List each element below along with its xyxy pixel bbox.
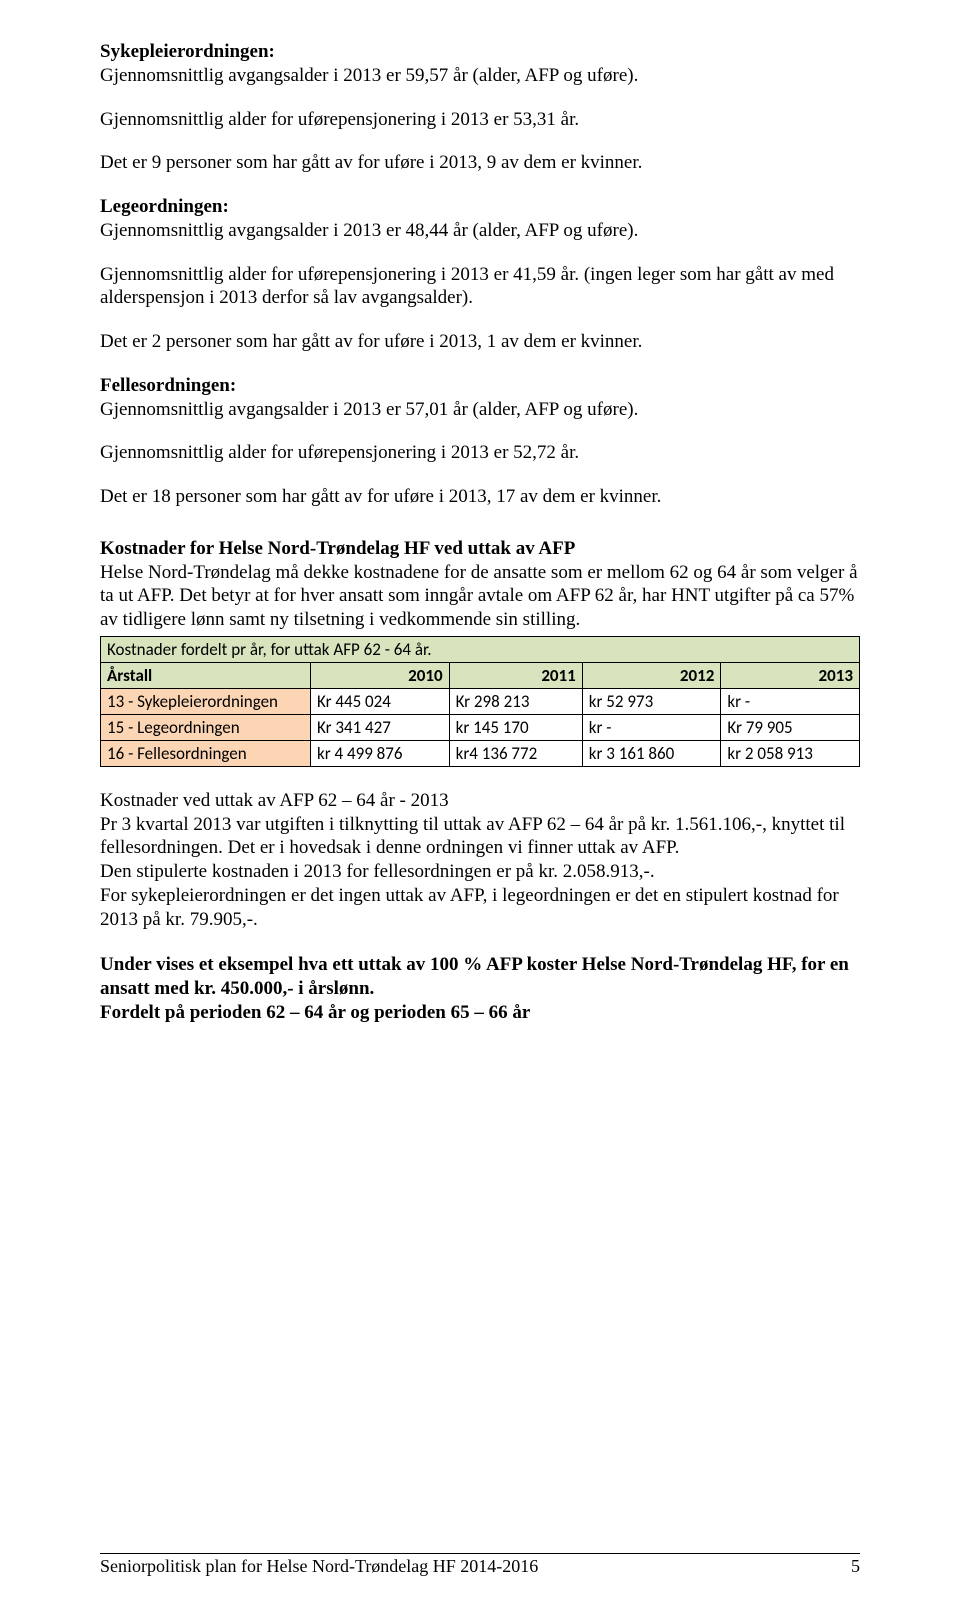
- data-cell: kr -: [582, 714, 721, 740]
- year-cell: 2012: [582, 662, 721, 688]
- text-para: Det er 2 personer som har gått av for uf…: [100, 330, 860, 354]
- table-row: 15 - Legeordningen Kr 341 427 kr 145 170…: [101, 714, 860, 740]
- example-line: Under vises et eksempel hva ett uttak av…: [100, 954, 849, 999]
- section-afp62: Kostnader ved uttak av AFP 62 – 64 år - …: [100, 789, 860, 932]
- text-line: Pr 3 kvartal 2013 var utgiften i tilknyt…: [100, 814, 845, 859]
- text-line: For sykepleierordningen er det ingen utt…: [100, 885, 839, 930]
- section-lege: Legeordningen: Gjennomsnittlig avgangsal…: [100, 195, 860, 243]
- heading-lege: Legeordningen:: [100, 196, 229, 217]
- text-line: Helse Nord-Trøndelag må dekke kostnadene…: [100, 562, 858, 631]
- document-page: Sykepleierordningen: Gjennomsnittlig avg…: [0, 0, 960, 1603]
- page-footer: Seniorpolitisk plan for Helse Nord-Trønd…: [100, 1553, 860, 1577]
- data-cell: kr 4 499 876: [311, 740, 450, 766]
- data-cell: Kr 79 905: [721, 714, 860, 740]
- data-cell: kr 52 973: [582, 688, 721, 714]
- year-cell: 2011: [449, 662, 582, 688]
- text-para: Gjennomsnittlig alder for uførepensjoner…: [100, 441, 860, 465]
- year-cell: 2013: [721, 662, 860, 688]
- table-row: 13 - Sykepleierordningen Kr 445 024 Kr 2…: [101, 688, 860, 714]
- section-sykepleier: Sykepleierordningen: Gjennomsnittlig avg…: [100, 40, 860, 88]
- heading-kostnader: Kostnader for Helse Nord-Trøndelag HF ve…: [100, 538, 575, 559]
- data-cell: Kr 341 427: [311, 714, 450, 740]
- text-line: Gjennomsnittlig avgangsalder i 2013 er 5…: [100, 65, 638, 86]
- table-year-row: Årstall 2010 2011 2012 2013: [101, 662, 860, 688]
- cost-table: Kostnader fordelt pr år, for uttak AFP 6…: [100, 636, 860, 767]
- row-label: 15 - Legeordningen: [101, 714, 311, 740]
- text-para: Det er 18 personer som har gått av for u…: [100, 485, 860, 509]
- footer-page-number: 5: [851, 1556, 860, 1577]
- data-cell: Kr 298 213: [449, 688, 582, 714]
- text-line: Den stipulerte kostnaden i 2013 for fell…: [100, 861, 655, 882]
- heading-sykepleier: Sykepleierordningen:: [100, 41, 275, 62]
- table-title-cell: Kostnader fordelt pr år, for uttak AFP 6…: [101, 636, 860, 662]
- year-label-cell: Årstall: [101, 662, 311, 688]
- data-cell: kr -: [721, 688, 860, 714]
- data-cell: kr 2 058 913: [721, 740, 860, 766]
- example-line: Fordelt på perioden 62 – 64 år og period…: [100, 1002, 530, 1023]
- text-para: Gjennomsnittlig alder for uførepensjoner…: [100, 108, 860, 132]
- data-cell: kr 3 161 860: [582, 740, 721, 766]
- row-label: 13 - Sykepleierordningen: [101, 688, 311, 714]
- text-para: Gjennomsnittlig alder for uførepensjoner…: [100, 263, 860, 311]
- year-cell: 2010: [311, 662, 450, 688]
- row-label: 16 - Fellesordningen: [101, 740, 311, 766]
- heading-felles: Fellesordningen:: [100, 375, 236, 396]
- section-felles: Fellesordningen: Gjennomsnittlig avgangs…: [100, 374, 860, 422]
- section-example: Under vises et eksempel hva ett uttak av…: [100, 953, 860, 1024]
- text-para: Det er 9 personer som har gått av for uf…: [100, 151, 860, 175]
- table-row: 16 - Fellesordningen kr 4 499 876 kr4 13…: [101, 740, 860, 766]
- data-cell: kr4 136 772: [449, 740, 582, 766]
- data-cell: Kr 445 024: [311, 688, 450, 714]
- table-title-row: Kostnader fordelt pr år, for uttak AFP 6…: [101, 636, 860, 662]
- text-line: Gjennomsnittlig avgangsalder i 2013 er 5…: [100, 399, 638, 420]
- footer-text: Seniorpolitisk plan for Helse Nord-Trønd…: [100, 1556, 538, 1577]
- text-line: Gjennomsnittlig avgangsalder i 2013 er 4…: [100, 220, 638, 241]
- data-cell: kr 145 170: [449, 714, 582, 740]
- heading-afp62: Kostnader ved uttak av AFP 62 – 64 år - …: [100, 790, 449, 811]
- section-kostnader: Kostnader for Helse Nord-Trøndelag HF ve…: [100, 537, 860, 632]
